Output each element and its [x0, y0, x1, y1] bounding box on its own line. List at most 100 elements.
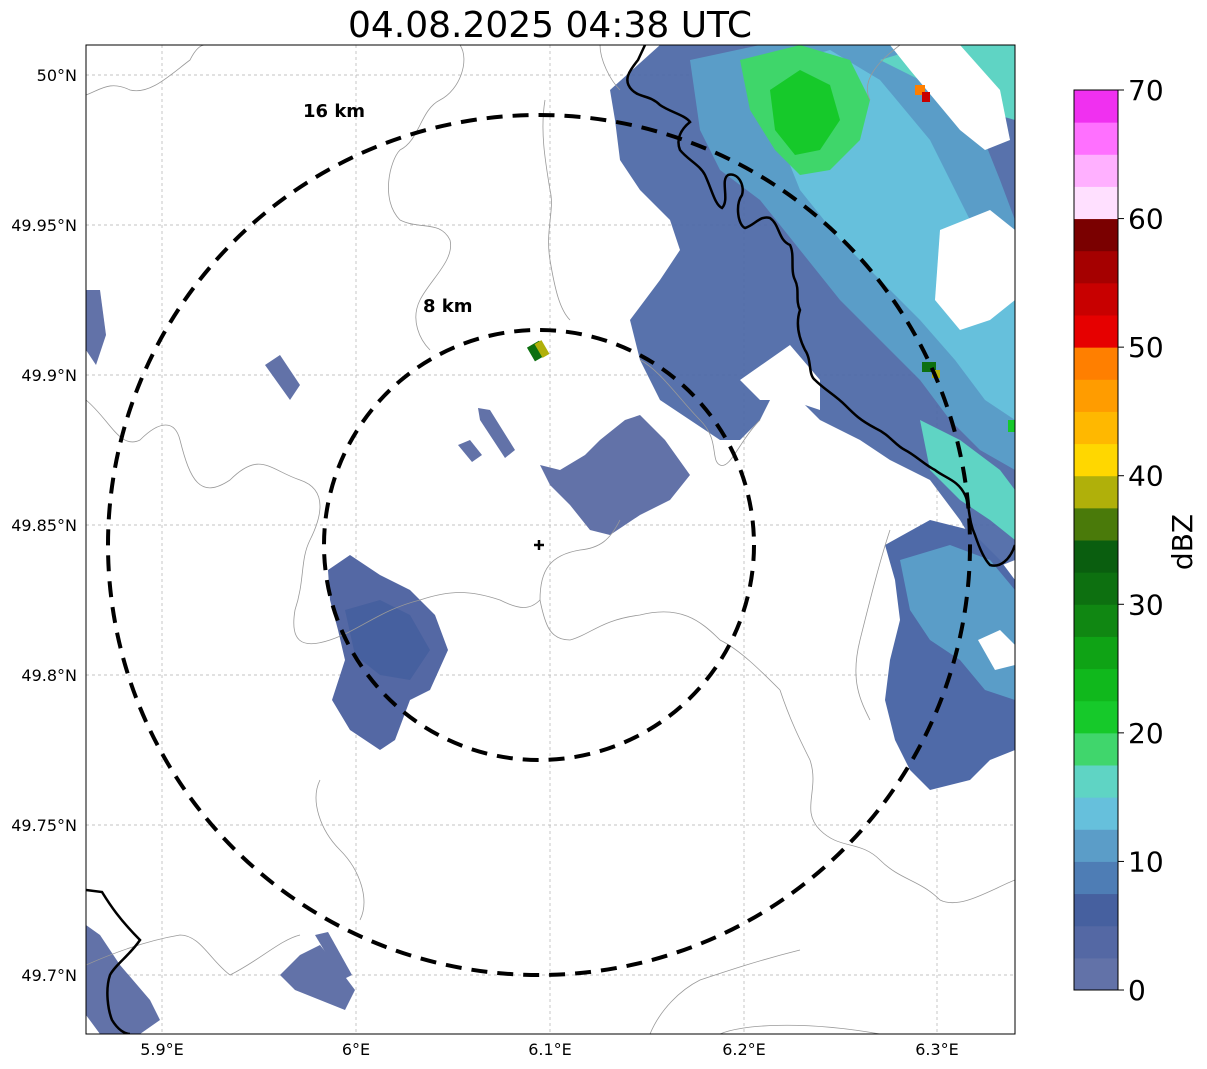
echo-cell	[922, 362, 936, 372]
colorbar: 0 10 20 30 40 50 60 70 dBZ	[1073, 74, 1199, 1007]
colorbar-tick-label: 10	[1128, 845, 1164, 878]
boundary-line	[86, 45, 206, 96]
echo-region	[265, 355, 300, 400]
colorbar-segment	[1074, 507, 1118, 541]
colorbar-segment	[1074, 443, 1118, 477]
boundary-line	[719, 1024, 881, 1034]
colorbar-tick-label: 20	[1128, 717, 1164, 750]
national-borders	[86, 45, 1015, 1034]
plus-icon	[534, 540, 544, 550]
boundary-line	[86, 934, 231, 976]
echo-region	[920, 420, 1015, 540]
colorbar-tick-label: 30	[1128, 588, 1164, 621]
lon-tick-label: 6°E	[342, 1040, 370, 1059]
colorbar-segment	[1074, 829, 1118, 862]
lon-tick-label: 6.2°E	[722, 1040, 766, 1059]
colorbar-segment	[1074, 925, 1118, 959]
colorbar-segment	[1074, 282, 1118, 316]
map-frame	[85, 44, 1016, 1035]
lon-tick-label: 6.3°E	[915, 1040, 959, 1059]
boundary-line	[315, 779, 365, 921]
colorbar-ticks: 0 10 20 30 40 50 60 70	[1118, 74, 1164, 1007]
colorbar-segment	[1074, 893, 1118, 927]
colorbar-segment	[1074, 186, 1118, 220]
ring-label-8km: 8 km	[423, 296, 473, 317]
echo-cell	[1008, 420, 1015, 432]
echo-region	[770, 70, 840, 155]
longitude-ticks: 5.9°E 6°E 6.1°E 6.2°E 6.3°E	[140, 1040, 959, 1059]
colorbar-tick-label: 60	[1128, 203, 1164, 236]
boundary-line	[867, 45, 901, 101]
colorbar-segment	[1074, 218, 1118, 252]
echo-region	[345, 600, 430, 680]
colorbar-tick-label: 0	[1128, 974, 1146, 1007]
colorbar-segment	[1074, 732, 1118, 766]
radar-echoes	[86, 45, 1015, 1034]
map-panel: 16 km 8 km	[85, 44, 1016, 1035]
boundary-line	[855, 529, 891, 721]
admin-boundaries	[86, 45, 1015, 1034]
echo-cell	[922, 92, 930, 102]
echo-gap	[890, 45, 1010, 150]
lon-tick-label: 5.9°E	[140, 1040, 184, 1059]
boundary-line	[388, 45, 465, 351]
colorbar-segment	[1074, 572, 1118, 605]
echo-region	[900, 545, 1015, 700]
echo-region	[478, 408, 515, 458]
colorbar-segment	[1074, 475, 1118, 509]
colorbar-tick-label: 50	[1128, 331, 1164, 364]
echo-region	[280, 945, 355, 1010]
lat-tick-label: 49.75°N	[11, 816, 77, 835]
colorbar-segment	[1074, 604, 1118, 637]
colorbar-tick-label: 40	[1128, 460, 1164, 493]
lat-tick-label: 49.85°N	[11, 516, 77, 535]
colorbar-segment	[1074, 700, 1118, 734]
colorbar-segment	[1074, 90, 1118, 123]
range-ring-16km	[106, 113, 972, 977]
colorbar-segment	[1074, 315, 1118, 348]
echo-cell	[534, 340, 550, 358]
colorbar-segment	[1074, 411, 1118, 445]
boundary-line	[599, 45, 621, 91]
colorbar-segment	[1074, 540, 1118, 573]
colorbar-segment	[1074, 154, 1118, 187]
echo-cell	[915, 85, 925, 95]
colorbar-segment	[1074, 765, 1118, 798]
lat-tick-label: 49.95°N	[11, 216, 77, 235]
boundary-line	[649, 949, 801, 1034]
echo-gap	[740, 345, 820, 410]
lon-tick-label: 6.1°E	[528, 1040, 572, 1059]
echo-region	[540, 415, 690, 535]
colorbar-tick-label: 70	[1128, 74, 1164, 107]
lat-tick-label: 49.8°N	[21, 666, 77, 685]
colorbar-segment	[1074, 797, 1118, 830]
ring-label-16km: 16 km	[303, 101, 365, 122]
border-line	[626, 45, 1015, 567]
boundary-line	[542, 99, 571, 321]
colorbar-segment	[1074, 122, 1118, 155]
boundary-line	[86, 399, 781, 691]
colorbar-segment	[1074, 347, 1118, 380]
range-rings	[106, 113, 972, 977]
echo-region	[315, 932, 352, 980]
echo-region	[86, 925, 160, 1034]
echo-gap	[978, 630, 1015, 670]
colorbar-segment	[1074, 379, 1118, 412]
boundary-line	[539, 519, 621, 601]
colorbar-segment	[1074, 861, 1118, 895]
echo-gap	[935, 210, 1015, 330]
colorbar-unit-label: dBZ	[1166, 514, 1199, 570]
boundary-line	[779, 689, 1015, 904]
colorbar-segment	[1074, 668, 1118, 702]
boundary-line	[229, 934, 301, 976]
echo-region	[86, 290, 106, 365]
colorbar-segments	[1074, 90, 1118, 991]
lat-tick-label: 50°N	[37, 66, 77, 85]
echo-region	[458, 440, 482, 462]
range-ring-8km	[322, 328, 756, 762]
colorbar-frame	[1073, 89, 1119, 991]
colorbar-segment	[1074, 957, 1118, 991]
boundary-line	[639, 359, 761, 466]
lat-tick-label: 49.7°N	[21, 966, 77, 985]
